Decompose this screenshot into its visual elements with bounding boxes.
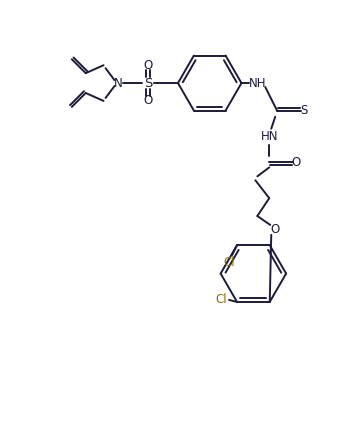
Text: S: S xyxy=(300,104,308,117)
Text: O: O xyxy=(271,223,280,236)
Text: S: S xyxy=(144,77,152,89)
Text: Cl: Cl xyxy=(223,255,235,269)
Text: N: N xyxy=(114,77,123,89)
Text: O: O xyxy=(291,156,301,169)
Text: HN: HN xyxy=(260,130,278,143)
Text: O: O xyxy=(144,59,153,72)
Text: O: O xyxy=(144,95,153,107)
Text: NH: NH xyxy=(249,77,266,89)
Text: Cl: Cl xyxy=(215,293,227,307)
